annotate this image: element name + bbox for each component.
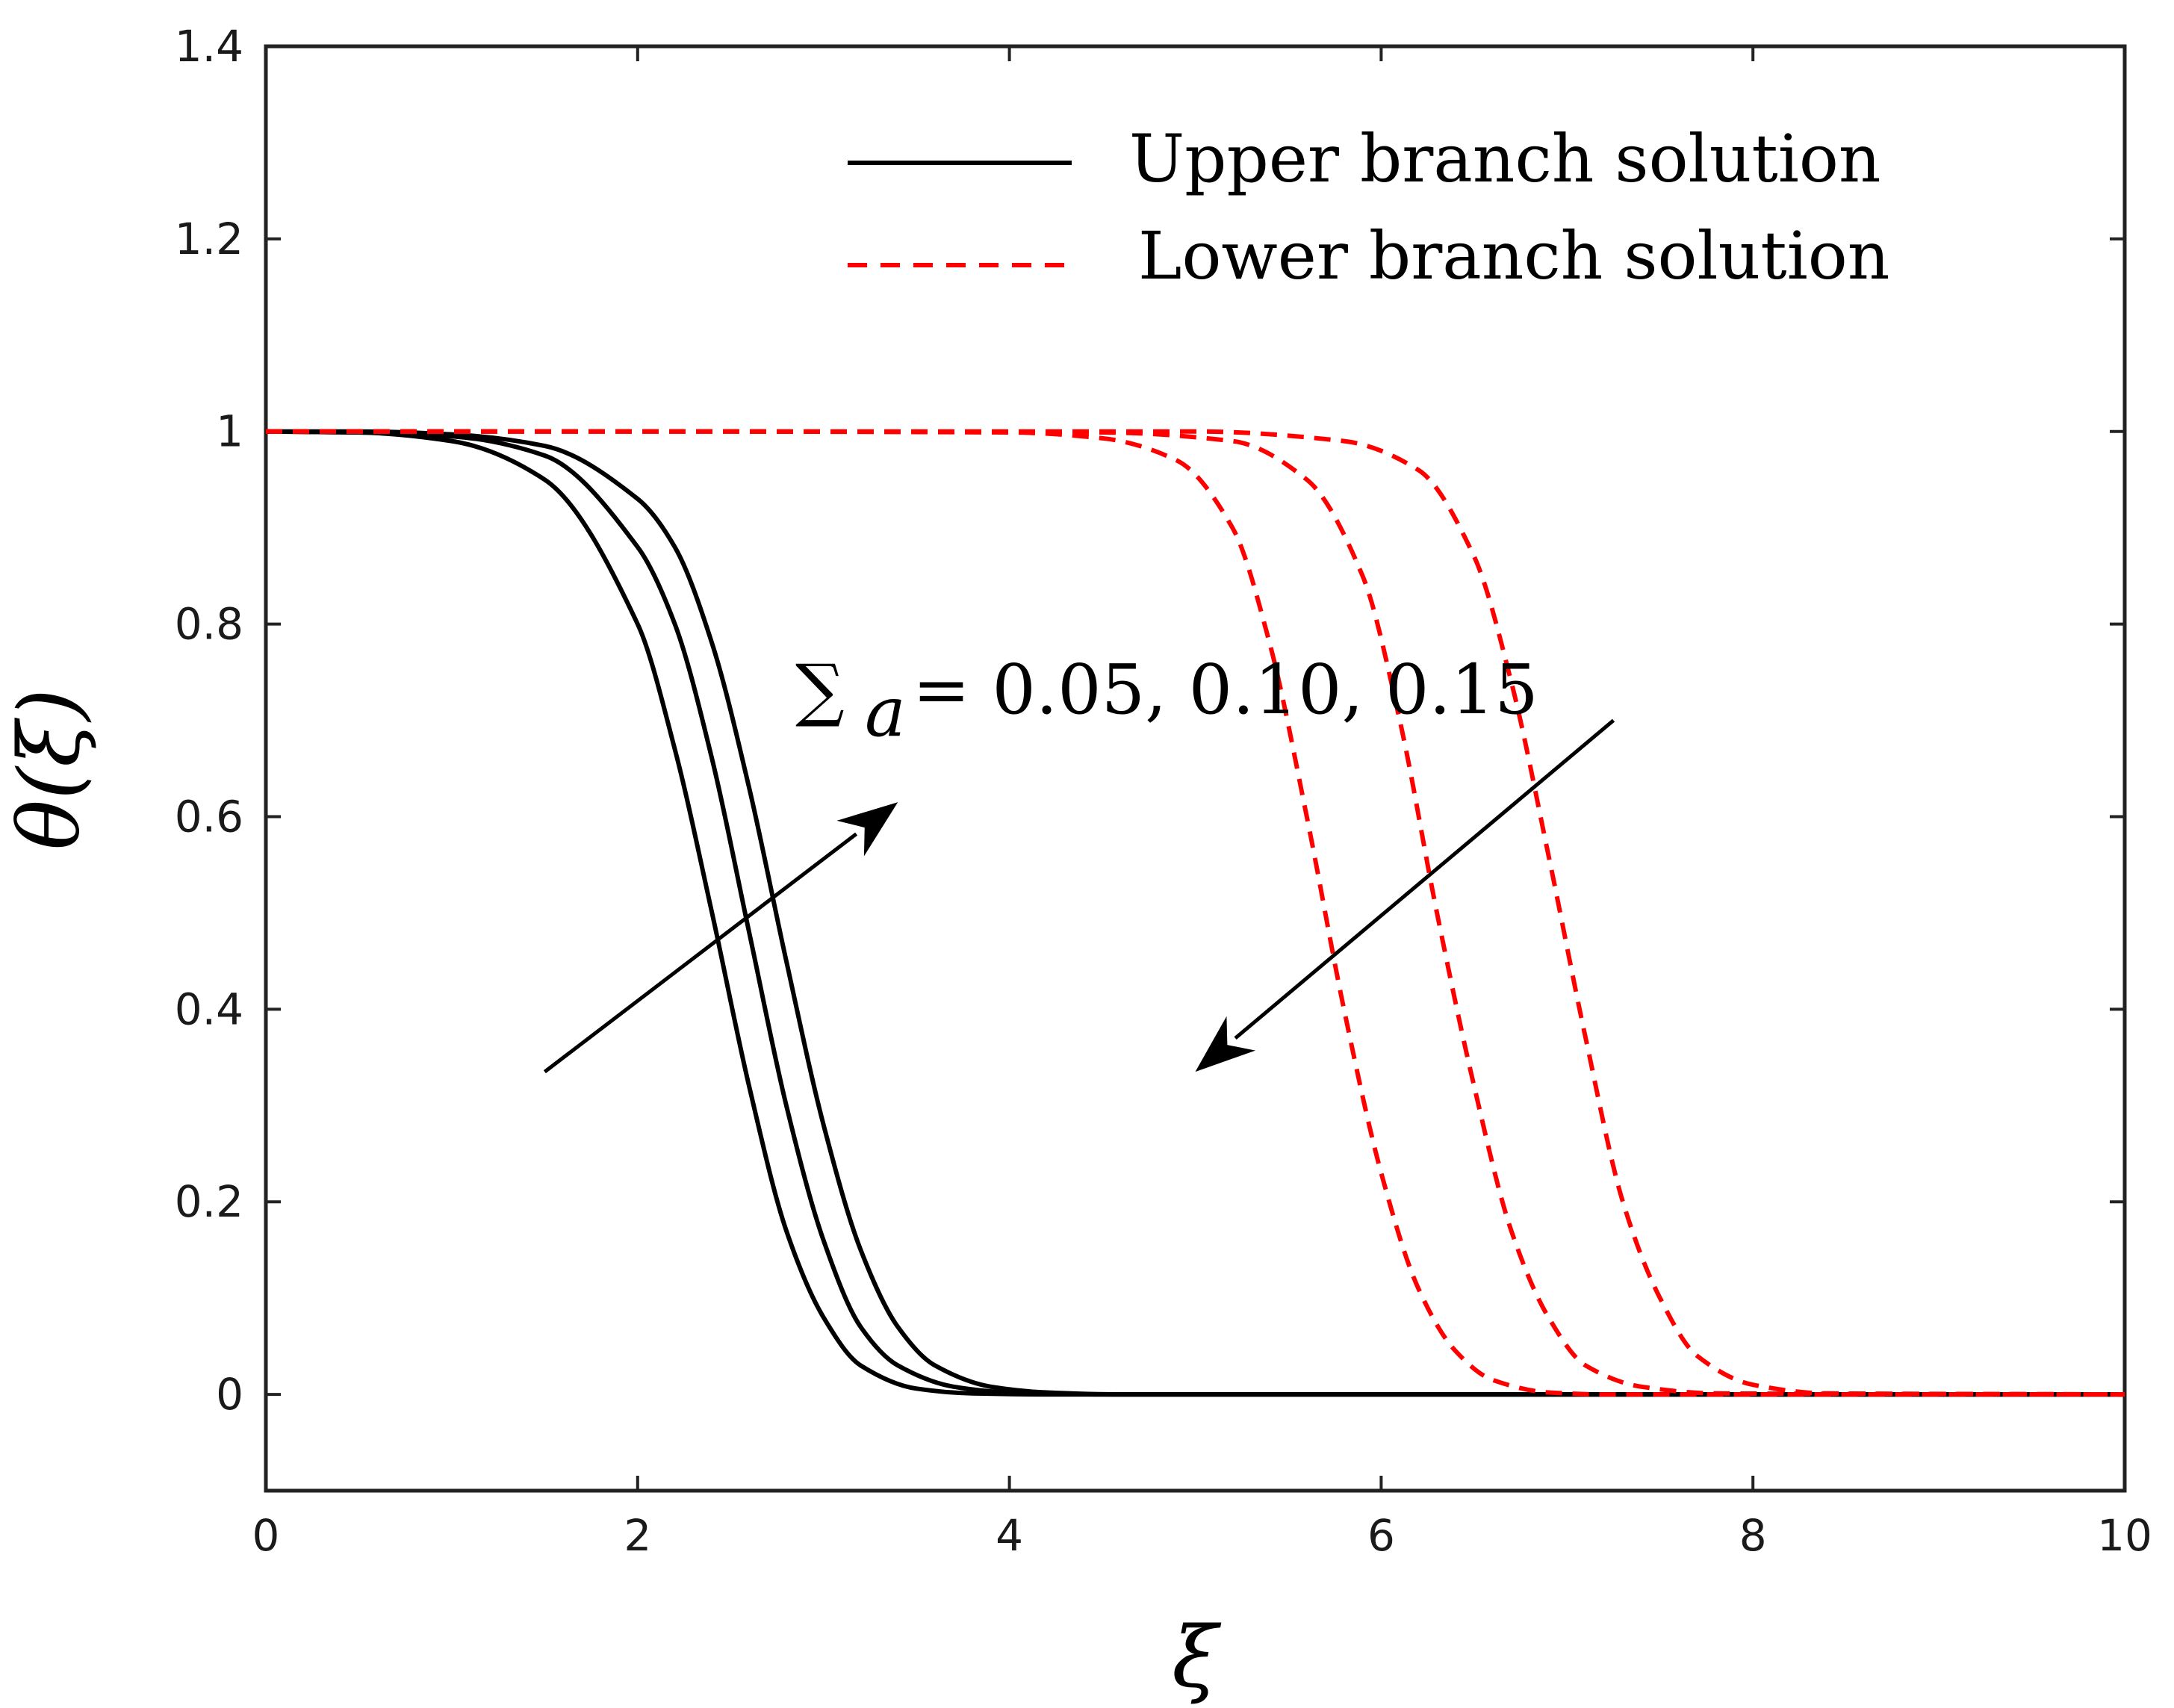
lower-branch-line-5: [266, 429, 2125, 1397]
legend-label-upper: Upper branch solution: [1129, 120, 1881, 197]
x-axis-label: ξ: [1172, 1609, 1222, 1707]
y-axis-label: θ(ξ): [1, 689, 99, 851]
upper-branch-line-3: [266, 429, 2125, 1397]
y-tick-label: 0.2: [175, 1176, 243, 1227]
parameter-values: = 0.05, 0.10, 0.15: [913, 650, 1538, 730]
arrow-shaft-1: [543, 832, 858, 1074]
x-tick-label: 4: [996, 1510, 1023, 1561]
x-tick-label: 2: [624, 1510, 651, 1561]
y-tick-label: 0: [216, 1369, 243, 1420]
y-tick-label: 0.6: [175, 791, 243, 842]
x-tick-label: 8: [1739, 1510, 1767, 1561]
x-tick-label: 10: [2097, 1510, 2152, 1561]
y-tick-label: 0.4: [175, 984, 243, 1034]
annotation-arrows: [543, 718, 1615, 1074]
lower-branch-line-6: [266, 429, 2125, 1397]
parameter-annotation: ∑ a = 0.05, 0.10, 0.15: [795, 650, 1538, 752]
sum-symbol: ∑: [795, 650, 845, 730]
sum-subscript: a: [865, 672, 906, 752]
y-tick-label: 1.2: [175, 214, 243, 264]
arrow-shaft-2: [1234, 718, 1615, 1040]
lower-branch-line-4: [266, 429, 2125, 1397]
legend: Upper branch solution Lower branch solut…: [848, 120, 1889, 294]
arrow-head-2: [1195, 1016, 1256, 1072]
axis-ticks: 0 2 4 6 8 10 0 0.2 0.4 0.6 0.8 1 1.2 1.4: [175, 21, 2152, 1561]
y-tick-label: 1: [216, 406, 243, 457]
y-tick-label: 1.4: [175, 21, 243, 72]
plot-frame: [264, 44, 2127, 1493]
arrow-head-1: [836, 802, 898, 857]
x-tick-label: 0: [252, 1510, 280, 1561]
y-tick-label: 0.8: [175, 599, 243, 650]
legend-label-lower: Lower branch solution: [1138, 217, 1889, 294]
upper-branch-line-1: [265, 429, 2125, 1397]
x-tick-label: 6: [1367, 1510, 1395, 1561]
upper-branch-line-2: [265, 429, 2125, 1397]
series-lines: [265, 429, 2125, 1397]
